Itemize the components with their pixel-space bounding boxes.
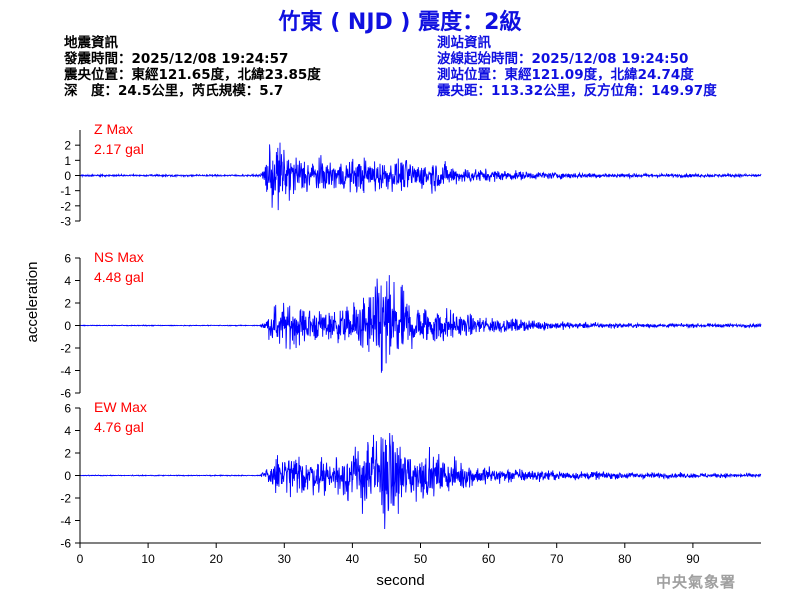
y-tick-label-ns: 2 [64, 297, 71, 311]
x-tick-label: 50 [414, 552, 428, 566]
station-info-heading: 測站資訊 [437, 35, 491, 51]
y-tick-label-ew: -2 [60, 492, 71, 506]
y-tick-label-z: 1 [64, 154, 71, 168]
y-tick-label-ns: 0 [64, 319, 71, 333]
x-tick-label: 90 [686, 552, 700, 566]
x-tick-label: 70 [550, 552, 564, 566]
station-info-panel: 測站資訊 波線起始時間：2025/12/08 19:24:50 測站位置：東經1… [437, 35, 717, 99]
station-location: 測站位置：東經121.09度，北緯24.74度 [437, 67, 694, 83]
max-value-ew: 4.76 gal [94, 419, 144, 435]
y-tick-label-z: 0 [64, 169, 71, 183]
chart-title: 竹東 ( NJD ) 震度：2級 [278, 10, 522, 35]
max-value-z: 2.17 gal [94, 141, 144, 157]
y-tick-label-z: -2 [60, 199, 71, 213]
x-axis-label: second [376, 572, 424, 589]
x-tick-label: 60 [482, 552, 496, 566]
y-tick-label-ew: 6 [64, 402, 71, 416]
trace-ns [79, 275, 762, 373]
wave-start-time: 波線起始時間：2025/12/08 19:24:50 [437, 51, 689, 67]
y-tick-label-ew: -4 [60, 514, 71, 528]
agency-watermark: 中央氣象署 [656, 573, 737, 591]
y-tick-label-ns: 6 [64, 252, 71, 266]
y-tick-label-z: -3 [60, 215, 71, 229]
y-tick-label-z: -1 [60, 184, 71, 198]
y-tick-label-ew: 4 [64, 424, 71, 438]
x-tick-label: 20 [210, 552, 224, 566]
x-tick-label: 30 [278, 552, 292, 566]
x-tick-label: 10 [141, 552, 155, 566]
epicenter-location: 震央位置：東經121.65度，北緯23.85度 [64, 67, 321, 83]
y-tick-label-ns: -4 [60, 364, 71, 378]
earthquake-info-heading: 地震資訊 [64, 35, 118, 51]
max-label-ns: NS Max [94, 249, 144, 265]
trace-ew [79, 432, 762, 530]
max-value-ns: 4.48 gal [94, 269, 144, 285]
depth-magnitude: 深 度：24.5公里，芮氏規模：5.7 [64, 83, 284, 99]
epicentral-distance: 震央距：113.32公里，反方位角：149.97度 [437, 83, 717, 99]
max-label-ew: EW Max [94, 399, 147, 415]
x-tick-label: 80 [618, 552, 632, 566]
y-tick-label-ew: 0 [64, 469, 71, 483]
y-tick-label-ew: 2 [64, 447, 71, 461]
y-tick-label-ns: -2 [60, 342, 71, 356]
y-tick-label-ns: 4 [64, 274, 71, 288]
max-label-z: Z Max [94, 121, 133, 137]
x-tick-label: 40 [346, 552, 360, 566]
x-tick-label: 0 [77, 552, 84, 566]
y-tick-label-ns: -6 [60, 387, 71, 401]
trace-z [79, 142, 762, 211]
origin-time: 發震時間：2025/12/08 19:24:57 [64, 51, 289, 67]
y-tick-label-ew: -6 [60, 537, 71, 551]
earthquake-info-panel: 地震資訊 發震時間：2025/12/08 19:24:57 震央位置：東經121… [64, 35, 321, 99]
y-axis-label: acceleration [24, 262, 41, 343]
y-tick-label-z: 2 [64, 139, 71, 153]
